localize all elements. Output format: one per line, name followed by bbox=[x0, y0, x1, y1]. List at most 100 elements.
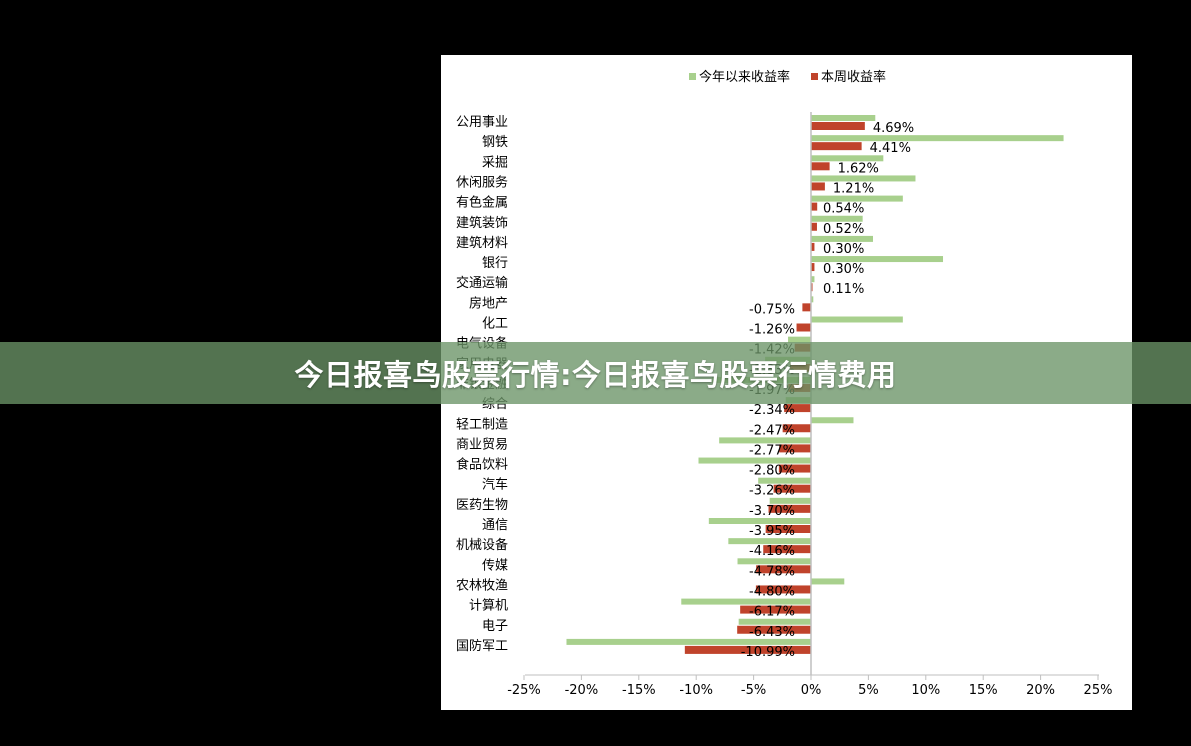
bar-ytd bbox=[811, 276, 815, 283]
bar-ytd bbox=[769, 497, 811, 504]
category-label: 医药生物 bbox=[456, 498, 508, 513]
x-tick-label: 20% bbox=[1026, 683, 1055, 698]
legend-swatch-ytd bbox=[689, 73, 696, 80]
category-label: 房地产 bbox=[469, 295, 508, 311]
bar-week bbox=[796, 323, 811, 332]
bar-week bbox=[811, 182, 825, 191]
category-label: 有色金属 bbox=[456, 195, 508, 211]
bar-ytd bbox=[811, 316, 903, 323]
bar-ytd bbox=[737, 558, 811, 565]
category-label: 电子 bbox=[482, 619, 508, 634]
data-label-week: -2.77% bbox=[749, 443, 795, 458]
bar-week bbox=[784, 404, 811, 413]
legend-swatch-week bbox=[811, 73, 818, 80]
category-label: 建筑材料 bbox=[456, 235, 508, 251]
data-label-week: 0.30% bbox=[823, 242, 864, 257]
category-label: 轻工制造 bbox=[456, 417, 508, 432]
bar-ytd bbox=[788, 336, 811, 343]
bar-ytd bbox=[811, 256, 944, 263]
bar-ytd bbox=[811, 235, 873, 242]
data-label-week: -10.99% bbox=[741, 645, 795, 660]
bar-ytd bbox=[719, 437, 811, 444]
bar-week bbox=[773, 484, 811, 493]
category-label: 机械设备 bbox=[456, 537, 508, 553]
category-label: 钢铁 bbox=[482, 135, 508, 150]
banner-title: 今日报喜鸟股票行情:今日报喜鸟股票行情费用 bbox=[294, 358, 897, 392]
category-label: 传媒 bbox=[482, 558, 508, 573]
bar-week bbox=[778, 464, 811, 473]
x-tick-label: 25% bbox=[1084, 683, 1113, 698]
legend-label-week: 本周收益率 bbox=[821, 69, 886, 85]
bar-week bbox=[768, 504, 811, 513]
data-label-week: 4.41% bbox=[870, 141, 911, 156]
bar-ytd bbox=[738, 618, 811, 625]
x-tick-label: -20% bbox=[565, 683, 599, 698]
bar-ytd bbox=[811, 175, 916, 182]
data-label-week: -4.16% bbox=[749, 544, 795, 559]
bar-week bbox=[782, 424, 811, 433]
bar-week bbox=[779, 444, 811, 453]
bar-week bbox=[756, 565, 811, 574]
category-label: 通信 bbox=[482, 518, 508, 533]
data-label-week: -4.78% bbox=[749, 564, 795, 579]
x-tick-label: 15% bbox=[969, 683, 998, 698]
bar-ytd bbox=[811, 417, 854, 424]
category-label: 食品饮料 bbox=[456, 457, 508, 473]
bar-ytd bbox=[811, 155, 884, 162]
category-label: 公用事业 bbox=[456, 115, 508, 130]
data-label-week: -2.47% bbox=[749, 423, 795, 438]
data-label-week: -3.95% bbox=[749, 524, 795, 539]
title-banner: 今日报喜鸟股票行情:今日报喜鸟股票行情费用 bbox=[0, 342, 1191, 404]
bar-week bbox=[802, 303, 811, 312]
bar-ytd bbox=[698, 457, 811, 464]
data-label-week: 0.54% bbox=[823, 202, 864, 217]
bar-week bbox=[811, 202, 818, 211]
bar-ytd bbox=[728, 538, 811, 545]
bar-ytd bbox=[681, 598, 811, 605]
x-tick-label: -5% bbox=[741, 683, 766, 698]
x-tick-label: -25% bbox=[507, 683, 541, 698]
x-tick-label: -10% bbox=[679, 683, 713, 698]
category-label: 银行 bbox=[482, 256, 508, 271]
category-label: 化工 bbox=[482, 317, 508, 332]
category-label: 休闲服务 bbox=[456, 174, 508, 190]
data-label-week: -4.80% bbox=[749, 584, 795, 599]
data-label-week: -2.80% bbox=[749, 464, 795, 479]
bar-ytd bbox=[566, 638, 811, 645]
bar-week bbox=[811, 263, 815, 272]
category-label: 汽车 bbox=[482, 477, 508, 493]
bar-week bbox=[740, 605, 811, 614]
bar-week bbox=[755, 585, 811, 594]
data-label-week: 1.21% bbox=[833, 181, 874, 196]
bar-week bbox=[763, 545, 811, 554]
bar-ytd bbox=[811, 296, 814, 303]
category-label: 国防军工 bbox=[456, 638, 508, 654]
bar-week bbox=[684, 645, 811, 654]
bar-ytd bbox=[758, 477, 811, 484]
data-label-week: -3.70% bbox=[749, 504, 795, 519]
data-label-week: -2.34% bbox=[749, 403, 795, 418]
x-tick-label: 0% bbox=[801, 683, 822, 698]
axes-group: 公用事业钢铁采掘休闲服务有色金属建筑装饰建筑材料银行交通运输房地产化工电气设备家… bbox=[456, 112, 1112, 698]
bar-ytd bbox=[811, 578, 845, 585]
category-label: 交通运输 bbox=[456, 275, 508, 291]
category-label: 计算机 bbox=[469, 599, 508, 614]
data-label-week: 1.62% bbox=[838, 161, 879, 176]
chart-legend: 今年以来收益率 本周收益率 bbox=[689, 69, 886, 85]
data-label-week: -6.17% bbox=[749, 605, 795, 620]
category-label: 建筑装饰 bbox=[456, 215, 508, 231]
bar-week bbox=[737, 625, 811, 634]
bar-week bbox=[811, 142, 862, 151]
bar-ytd bbox=[811, 115, 876, 121]
bar-week bbox=[811, 162, 830, 171]
category-label: 商业贸易 bbox=[456, 437, 508, 452]
data-label-week: -3.26% bbox=[749, 484, 795, 499]
x-tick-label: 10% bbox=[911, 683, 940, 698]
bar-week bbox=[765, 525, 811, 533]
bar-ytd bbox=[708, 518, 811, 524]
bar-ytd bbox=[811, 135, 1064, 142]
bar-ytd bbox=[811, 215, 863, 222]
data-label-week: 4.69% bbox=[873, 121, 914, 136]
legend-label-ytd: 今年以来收益率 bbox=[699, 69, 790, 85]
x-tick-label: 5% bbox=[858, 683, 879, 698]
